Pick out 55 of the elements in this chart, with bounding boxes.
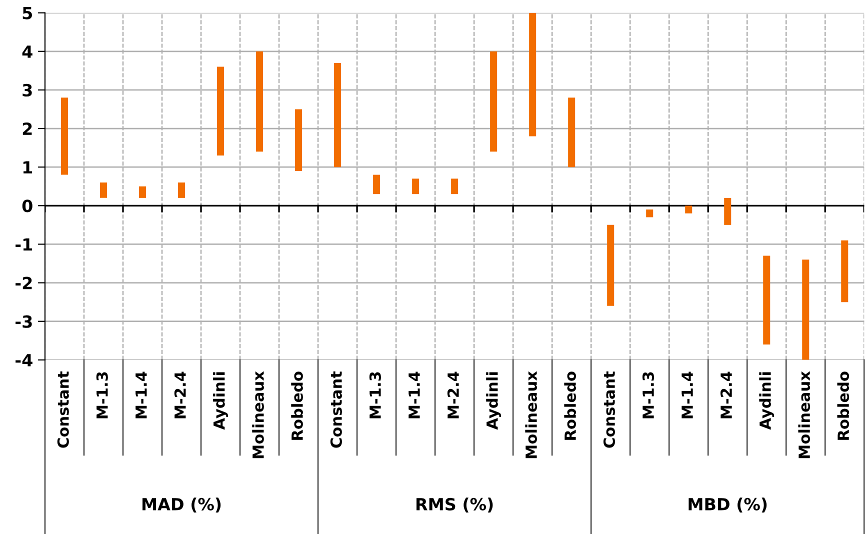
x-tick-label: M-1.3 [96,372,108,418]
x-tick-label: M-1.4 [136,372,147,418]
x-tick-label: Robledo [837,372,850,440]
bar [178,182,186,198]
bar [412,178,420,194]
y-tick-label: -3 [16,315,32,328]
x-tick-label: Constant [603,371,616,448]
bar [373,174,380,194]
bar [100,182,107,198]
x-tick-label: Aydinli [213,372,228,430]
x-tick-label: M-1.3 [369,372,381,418]
x-tick-label: Robledo [564,372,576,440]
text: MBD (%) [688,498,767,512]
x-tick-label: Molineaux [525,371,538,458]
y-tick-label: 5 [22,6,32,20]
x-tick-label: M-1.4 [682,372,693,418]
x-tick-label: Aydinli [759,372,774,430]
bar [334,62,342,168]
bar [256,51,264,152]
bar [763,256,770,344]
bar [138,186,146,198]
text: MAD (%) [142,498,221,512]
x-tick-label: M-2.4 [720,372,732,418]
bar [217,66,224,156]
x-tick-label: Robledo [291,372,303,440]
x-tick-label: Constant [57,371,69,448]
x-tick-label: Molineaux [798,371,810,458]
y-tick-label: 4 [22,46,32,58]
bar [60,98,68,175]
y-tick-label: 3 [22,84,32,97]
y-tick-label: 1 [23,161,32,174]
text: RMS (%) [416,498,493,512]
bar [451,178,458,194]
x-tick-label: M-2.4 [174,372,186,418]
x-tick-label: M-1.3 [642,372,654,418]
bar [841,240,848,302]
x-tick-label: Constant [330,371,342,448]
bar [529,12,536,136]
bar [568,98,576,168]
bar [802,260,810,360]
y-tick-label: -4 [16,354,32,366]
y-tick-label: 0 [22,200,32,212]
bar [490,51,498,152]
x-tick-label: M-1.4 [408,372,420,418]
bar [646,210,654,218]
y-tick-label: -1 [16,238,32,251]
y-tick-label: -2 [16,276,32,290]
y-tick-label: 2 [22,122,32,135]
bar [607,224,614,306]
bar [724,198,732,225]
bar [295,109,302,171]
x-tick-label: M-2.4 [447,372,459,418]
x-tick-label: Aydinli [486,372,502,430]
x-tick-label: Molineaux [252,371,264,458]
bar [685,206,692,214]
